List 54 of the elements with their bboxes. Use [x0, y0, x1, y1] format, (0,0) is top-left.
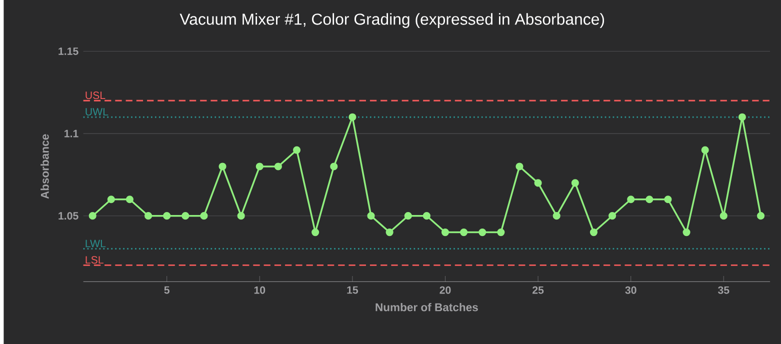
x-axis-title: Number of Batches: [376, 302, 478, 312]
point: [516, 162, 524, 170]
point: [720, 212, 728, 220]
point: [590, 228, 598, 236]
point: [367, 212, 375, 220]
point: [312, 228, 320, 236]
ref-line-label: UWL: [86, 108, 108, 116]
point: [292, 146, 301, 154]
point: [460, 228, 468, 236]
point: [237, 212, 245, 220]
point: [682, 228, 690, 236]
point: [756, 212, 765, 220]
point: [497, 228, 505, 236]
point: [404, 212, 412, 220]
x-tick-label: 25: [532, 286, 544, 294]
point: [441, 228, 450, 236]
ref-line-label: LWL: [86, 240, 106, 247]
point: [348, 113, 356, 121]
point: [571, 178, 579, 187]
point: [330, 162, 338, 170]
x-tick-label: 35: [718, 286, 730, 294]
point: [163, 212, 171, 220]
point: [126, 195, 134, 203]
point: [664, 195, 672, 203]
point: [274, 162, 282, 170]
point: [738, 113, 746, 121]
y-tick-label: 1.15: [58, 47, 78, 55]
point: [88, 212, 96, 220]
x-tick-label: 15: [347, 286, 358, 294]
point: [218, 162, 226, 170]
point: [422, 212, 430, 220]
point: [627, 195, 635, 203]
ref-line-label: USL: [86, 91, 106, 99]
point: [144, 212, 152, 220]
point: [701, 146, 709, 154]
chart-title: Vacuum Mixer #1, Color Grading (expressed in Absorbance): [180, 12, 604, 28]
x-tick-label: 10: [254, 286, 266, 294]
point: [182, 212, 190, 220]
y-axis-title: Absorbance: [40, 134, 49, 199]
y-tick-label: 1.1: [64, 130, 78, 138]
y-tick-label: 1.05: [58, 212, 78, 220]
x-tick-label: 20: [440, 286, 451, 294]
ref-line-label: LSL: [86, 256, 104, 264]
point: [608, 212, 616, 220]
point: [534, 178, 542, 187]
point: [552, 212, 560, 220]
x-tick-label: 30: [625, 286, 636, 294]
point: [107, 195, 115, 203]
x-tick-label: 5: [164, 286, 170, 294]
point: [386, 228, 394, 236]
point: [256, 162, 264, 170]
point: [200, 212, 208, 220]
point: [646, 195, 654, 203]
point: [478, 228, 486, 236]
